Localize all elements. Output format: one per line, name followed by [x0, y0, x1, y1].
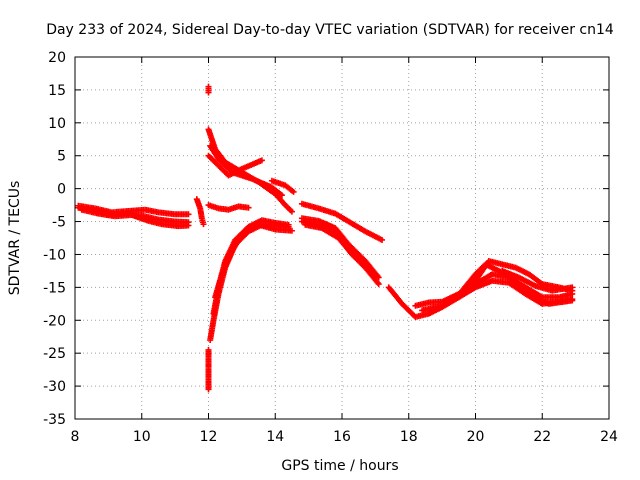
grid-lines — [75, 57, 609, 419]
axis-ticks: 8 10 12 14 16 18 20 22 24 -35 -30 -25 -20 -15 -10 -5 0 5 1… — [43, 50, 618, 445]
data-point — [375, 274, 382, 281]
series-track-short-1 — [193, 196, 207, 228]
x-tick-label: 18 — [400, 429, 418, 445]
x-tick-label: 8 — [71, 429, 80, 445]
x-axis-label: GPS time / hours — [281, 458, 398, 474]
y-tick-label: 20 — [48, 50, 66, 66]
data-point — [185, 211, 192, 218]
data-point — [569, 284, 576, 291]
chart-title: Day 233 of 2024, Sidereal Day-to-day VTE… — [46, 22, 614, 38]
y-tick-label: 10 — [48, 116, 66, 132]
y-tick-label: -25 — [43, 346, 66, 362]
series-track-decay-3 — [207, 142, 285, 199]
y-tick-label: -30 — [43, 379, 66, 395]
data-point — [185, 222, 192, 229]
y-tick-label: -10 — [43, 247, 66, 263]
x-tick-label: 14 — [266, 429, 284, 445]
series-track-spike-top — [205, 83, 212, 96]
y-tick-label: 15 — [48, 83, 66, 99]
y-tick-label: -20 — [43, 313, 66, 329]
x-tick-label: 10 — [133, 429, 151, 445]
data-point — [288, 208, 295, 215]
data-point — [205, 386, 212, 393]
x-tick-label: 20 — [467, 429, 485, 445]
series-track-late-4 — [459, 261, 576, 307]
x-tick-label: 24 — [600, 429, 618, 445]
data-point — [278, 192, 285, 199]
y-axis-label: SDTVAR / TECUs — [7, 181, 23, 296]
data-point — [205, 89, 212, 96]
x-tick-label: 16 — [333, 429, 351, 445]
data-point — [290, 188, 297, 195]
y-tick-label: -15 — [43, 280, 66, 296]
y-tick-label: -5 — [52, 215, 66, 231]
series-track-early-3 — [78, 206, 192, 230]
series-track-spike-bottom — [205, 346, 212, 393]
series-track-late-5 — [499, 267, 576, 294]
data-point — [200, 221, 207, 228]
x-tick-label: 12 — [200, 429, 218, 445]
series-track-recover-3 — [212, 221, 295, 301]
series-track-late-pre — [268, 177, 297, 195]
data-point — [288, 227, 295, 234]
data-point — [375, 281, 382, 288]
y-tick-label: 5 — [57, 149, 66, 165]
data-point — [379, 236, 386, 243]
data-point — [258, 157, 265, 164]
y-tick-label: -35 — [43, 412, 66, 428]
data-point — [245, 204, 252, 211]
data-series — [75, 83, 576, 393]
data-point — [364, 266, 371, 273]
data-point — [365, 267, 372, 274]
x-tick-label: 22 — [533, 429, 551, 445]
series-track-mid-1 — [298, 200, 386, 243]
plot-frame — [74, 56, 610, 420]
series-track-noon-1 — [205, 202, 252, 213]
data-point — [569, 297, 576, 304]
y-tick-label: 0 — [57, 182, 66, 198]
series-track-mid-4 — [302, 221, 372, 274]
data-point — [285, 221, 292, 228]
